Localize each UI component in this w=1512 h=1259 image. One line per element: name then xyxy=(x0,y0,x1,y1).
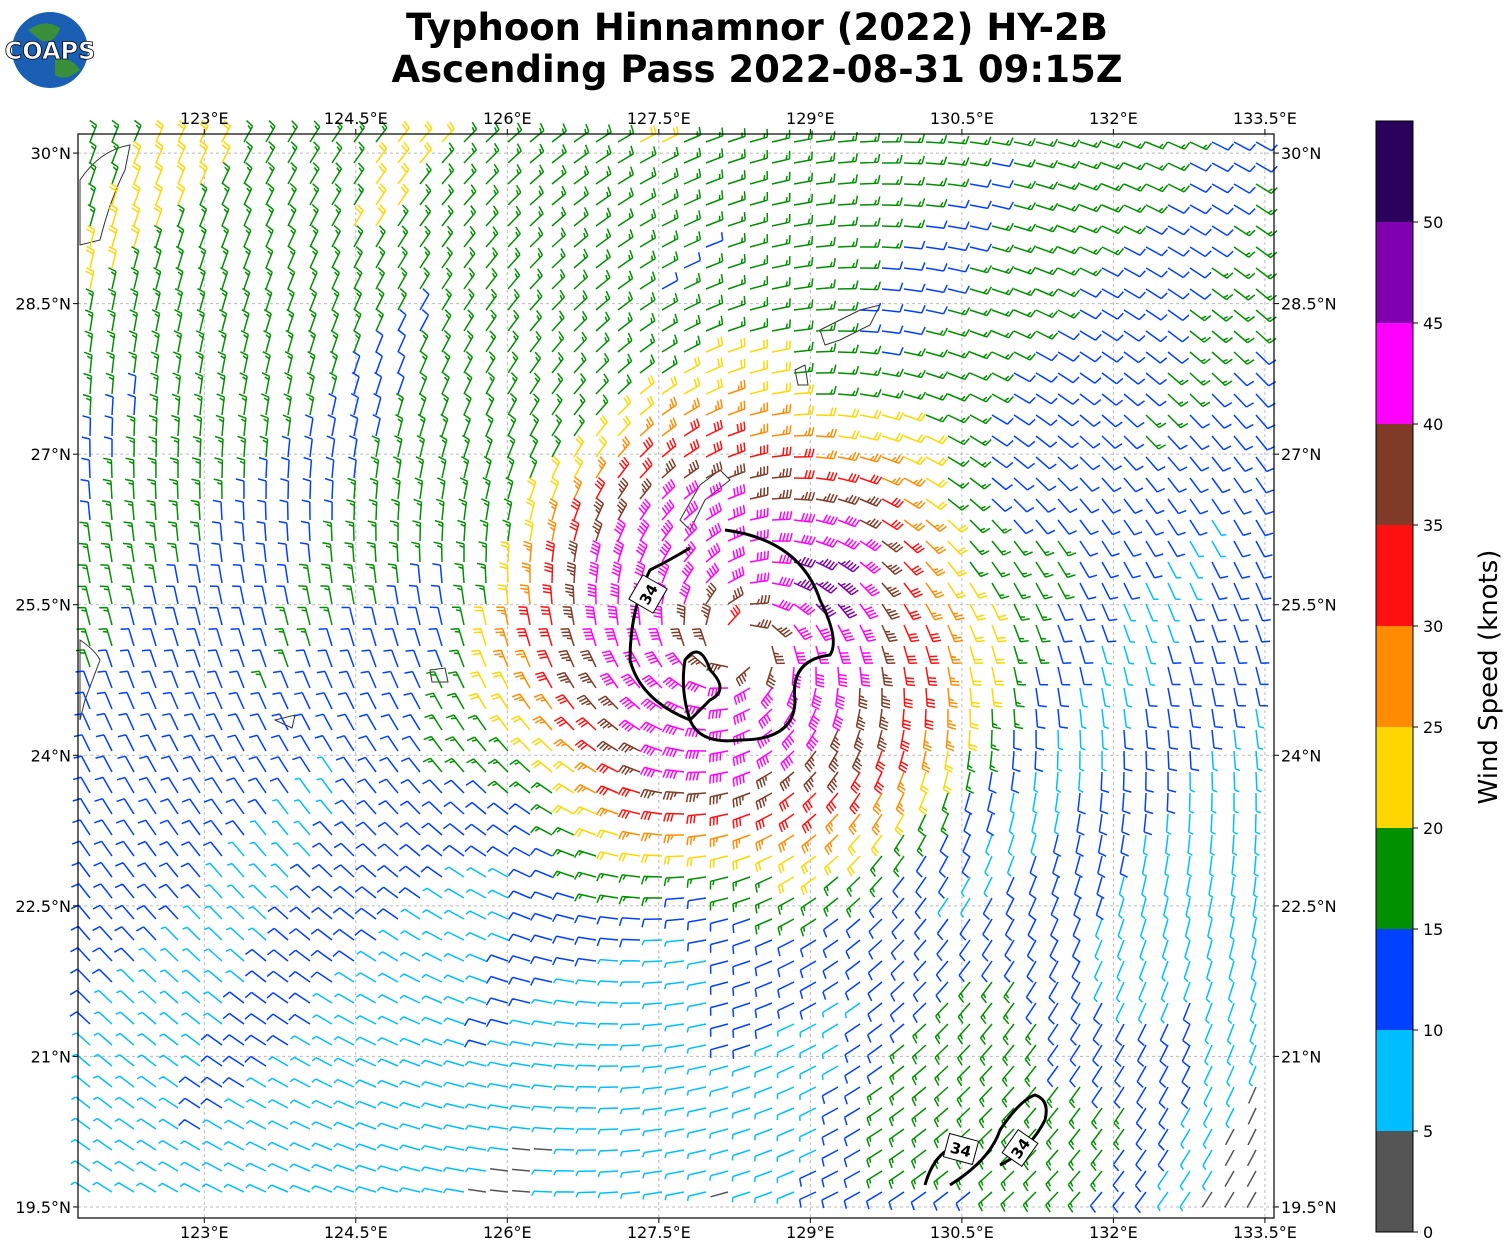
colorbar-tick-label: 10 xyxy=(1423,1021,1443,1040)
y-tick-label: 24°N xyxy=(1281,746,1321,765)
x-tick-label: 127.5°E xyxy=(627,109,691,128)
logo-land xyxy=(28,23,80,78)
y-tick-label: 22.5°N xyxy=(1281,897,1337,916)
colorbar-tick-label: 5 xyxy=(1423,1122,1433,1141)
barb-group xyxy=(69,141,1278,1214)
x-tick-label: 129°E xyxy=(786,109,835,128)
contour-34 xyxy=(628,528,835,743)
island xyxy=(429,667,449,683)
barb-group xyxy=(556,458,904,810)
y-tick-label: 21°N xyxy=(31,1047,71,1066)
contour-34 xyxy=(681,650,722,723)
y-tick-label: 19.5°N xyxy=(15,1198,71,1217)
colorbar-segment xyxy=(1376,323,1413,424)
x-tick-label: 124.5°E xyxy=(324,109,388,128)
colorbar-tick-label: 35 xyxy=(1423,516,1443,535)
y-tick-label: 25.5°N xyxy=(15,596,71,615)
contour-label-box xyxy=(628,574,668,614)
colorbar-tick-label: 0 xyxy=(1423,1223,1433,1242)
colorbar-segment xyxy=(1376,626,1413,727)
colorbar-segment xyxy=(1376,929,1413,1030)
y-tick-label: 21°N xyxy=(1281,1047,1321,1066)
barb-group xyxy=(492,379,965,855)
y-tick-label: 22.5°N xyxy=(15,897,71,916)
x-tick-label: 123°E xyxy=(180,109,229,128)
barb-group xyxy=(516,418,942,834)
colorbar-tick-label: 40 xyxy=(1423,415,1443,434)
x-tick-label: 127.5°E xyxy=(627,1223,691,1242)
colorbar-label: Wind Speed (knots) xyxy=(1474,550,1504,805)
colorbar-segment xyxy=(1376,121,1413,222)
title-line: Ascending Pass 2022-08-31 09:15Z xyxy=(391,48,1122,91)
contour-label-box xyxy=(1001,1128,1039,1168)
colorbar-segment xyxy=(1376,222,1413,323)
x-tick-label: 132°E xyxy=(1089,1223,1138,1242)
colorbar-tick-label: 50 xyxy=(1423,213,1443,232)
y-tick-label: 30°N xyxy=(1281,144,1321,163)
y-tick-label: 27°N xyxy=(1281,445,1321,464)
x-tick-label: 126°E xyxy=(483,109,532,128)
title-line: Typhoon Hinnamnor (2022) HY-2B xyxy=(406,6,1108,49)
barb-group xyxy=(70,519,1264,1212)
x-tick-label: 126°E xyxy=(483,1223,532,1242)
x-tick-label: 123°E xyxy=(180,1223,229,1242)
colorbar-tick-label: 20 xyxy=(1423,819,1443,838)
axis-ticks: 123°E 123°E 124.5°E 124.5°E 126°E 126°E 127.5°… xyxy=(15,109,1336,1242)
x-tick-label: 132°E xyxy=(1089,109,1138,128)
colorbar-segment xyxy=(1376,1131,1413,1232)
island xyxy=(794,364,809,386)
barb-group xyxy=(793,556,860,619)
y-tick-label: 27°N xyxy=(31,445,71,464)
y-tick-label: 25.5°N xyxy=(1281,596,1337,615)
colorbar-tick-label: 45 xyxy=(1423,314,1443,333)
map-frame xyxy=(77,133,1275,1219)
colorbar: 0 5 10 15 20 25 30 35 40 45 50 xyxy=(1375,120,1443,1242)
y-tick-label: 24°N xyxy=(31,746,71,765)
island xyxy=(273,714,296,729)
colorbar-tick-label: 30 xyxy=(1423,617,1443,636)
colorbar-segment xyxy=(1376,1030,1413,1131)
y-tick-label: 28.5°N xyxy=(15,295,71,314)
contour-label-box xyxy=(942,1132,980,1166)
logo-text: COAPS xyxy=(5,37,96,65)
contour-labels: 34 34 34 xyxy=(628,574,1039,1168)
colorbar-segment xyxy=(1376,828,1413,929)
colorbar-segment xyxy=(1376,424,1413,525)
y-tick-label: 19.5°N xyxy=(1281,1198,1337,1217)
x-tick-label: 130.5°E xyxy=(930,109,994,128)
y-tick-label: 28.5°N xyxy=(1281,295,1337,314)
logo: COAPS xyxy=(4,12,96,88)
x-tick-label: 133.5°E xyxy=(1233,109,1297,128)
colorbar-tick-label: 15 xyxy=(1423,920,1443,939)
x-tick-label: 129°E xyxy=(786,1223,835,1242)
colorbar-segment xyxy=(1376,727,1413,828)
barb-group xyxy=(582,478,882,787)
x-tick-label: 124.5°E xyxy=(324,1223,388,1242)
colorbar-segment xyxy=(1376,525,1413,626)
x-tick-label: 130.5°E xyxy=(930,1223,994,1242)
colorbar-tick-label: 25 xyxy=(1423,718,1443,737)
x-tick-label: 133.5°E xyxy=(1233,1223,1297,1242)
coast xyxy=(79,639,101,721)
colorbar-frame xyxy=(1375,120,1414,1233)
barb-group xyxy=(468,1086,1257,1208)
contour-label: 34 xyxy=(948,1139,973,1162)
y-tick-label: 30°N xyxy=(31,144,71,163)
